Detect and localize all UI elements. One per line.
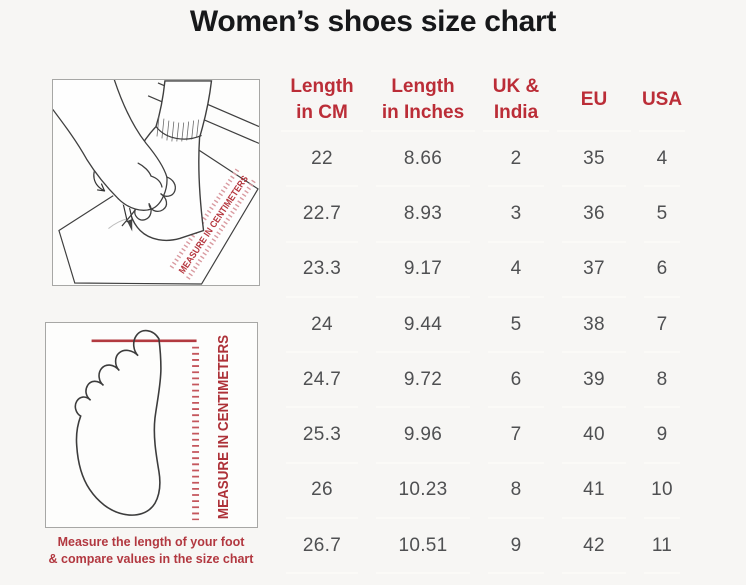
cell-r5-in: 9.96 [376,408,470,464]
marking-foot-illustration: MEASURE IN CENTIMETERS [53,80,259,285]
cell-r3-cm: 24 [286,298,358,354]
ruler-label: MEASURE IN CENTIMETERS [216,335,232,519]
cell-r7-uk: 9 [488,519,544,575]
hand-with-pencil [53,80,176,227]
cell-r2-cm: 23.3 [286,243,358,298]
cell-r0-us: 4 [644,132,680,188]
cell-r0-eu: 35 [562,132,626,188]
cell-r7-eu: 42 [562,519,626,575]
col-header-eu: EU [557,70,631,132]
cell-r7-us: 11 [644,519,680,575]
cell-r6-uk: 8 [488,464,544,520]
cell-r6-cm: 26 [286,464,358,520]
cell-r2-in: 9.17 [376,243,470,298]
ruler-ticks [186,178,257,280]
cell-r4-in: 9.72 [376,353,470,409]
cell-r4-eu: 39 [562,353,626,409]
caption-line-1: Measure the length of your foot [57,535,245,549]
cell-r4-uk: 6 [488,353,544,409]
sock-cuff-line [155,126,202,140]
cell-r7-cm: 26.7 [286,519,358,575]
cell-r1-us: 5 [644,187,680,243]
cell-r4-us: 8 [644,353,680,409]
cell-r6-us: 10 [644,464,680,520]
foot-outline-illustration: MEASURE IN CENTIMETERS [74,329,232,521]
cell-r5-us: 9 [644,408,680,464]
cell-r1-in: 8.93 [376,187,470,243]
size-table: Length in CM Length in Inches UK & India… [277,70,689,575]
col-header-length-cm: Length in CM [281,70,363,132]
foot-outline [74,329,162,516]
cell-r0-cm: 22 [286,132,358,188]
sock-ribbing [156,116,199,142]
figure-caption: Measure the length of your foot & compar… [21,534,281,568]
cell-r1-cm: 22.7 [286,187,358,243]
cell-r3-eu: 38 [562,298,626,354]
cell-r0-uk: 2 [488,132,544,188]
cell-r3-in: 9.44 [376,298,470,354]
cell-r6-eu: 41 [562,464,626,520]
caption-line-2: & compare values in the size chart [48,552,254,566]
cell-r5-uk: 7 [488,408,544,464]
cell-r1-eu: 36 [562,187,626,243]
cell-r1-uk: 3 [488,187,544,243]
cell-r4-cm: 24.7 [286,353,358,409]
page-title: Women’s shoes size chart [189,5,557,38]
cell-r5-cm: 25.3 [286,408,358,464]
cell-r3-us: 7 [644,298,680,354]
col-header-usa: USA [639,70,685,132]
col-header-length-inches: Length in Inches [371,70,475,132]
cell-r3-uk: 5 [488,298,544,354]
cell-r2-us: 6 [644,243,680,298]
hand-fill [53,80,169,212]
cell-r7-in: 10.51 [376,519,470,575]
cell-r5-eu: 40 [562,408,626,464]
figure-foot-outline: MEASURE IN CENTIMETERS [45,322,258,528]
figure-marking-foot: MEASURE IN CENTIMETERS [52,79,260,286]
cell-r2-eu: 37 [562,243,626,298]
cell-r0-in: 8.66 [376,132,470,188]
col-header-uk-india: UK & India [483,70,549,132]
ruler-ticks [169,167,240,269]
cell-r6-in: 10.23 [376,464,470,520]
cell-r2-uk: 4 [488,243,544,298]
